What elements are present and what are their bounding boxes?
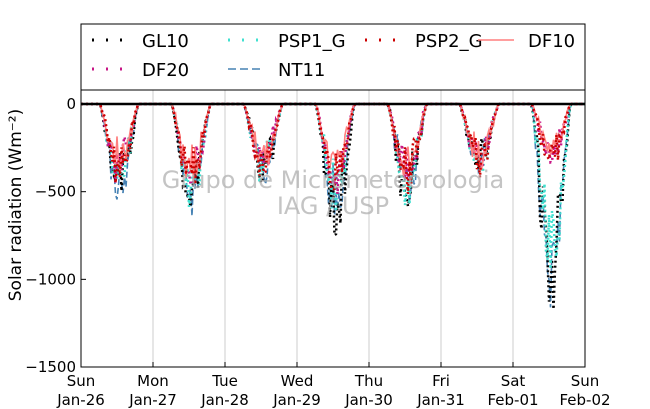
x-tick-label-date: Feb-02	[559, 391, 610, 409]
y-tick-label: −1000	[25, 270, 76, 288]
x-tick-label-date: Feb-01	[487, 391, 538, 409]
y-tick-label: −1500	[25, 358, 76, 376]
legend-label-df10: DF10	[528, 31, 575, 52]
y-tick-label: 0	[66, 95, 76, 113]
watermark-line-1: Grupo de Micrometeorologia	[162, 166, 504, 194]
legend-box	[80, 23, 586, 91]
series-line-psp1_g	[81, 102, 585, 270]
legend: GL10 PSP1_G PSP2_G DF10 DF20 NT11	[92, 31, 575, 81]
x-tick-label-date: Jan-29	[272, 391, 321, 409]
x-tick-label-date: Jan-30	[344, 391, 393, 409]
x-tick-label-day: Sun	[571, 372, 600, 390]
plot-area	[81, 90, 585, 367]
legend-label-df20: DF20	[142, 60, 189, 81]
legend-label-nt11: NT11	[278, 60, 325, 81]
watermark-line-2: IAG / USP	[277, 192, 389, 220]
x-tick-label-date: Jan-28	[200, 391, 249, 409]
legend-label-psp1_g: PSP1_G	[278, 31, 346, 52]
y-axis-label: Solar radiation (Wm⁻²)	[6, 109, 26, 301]
y-tick-label: −500	[35, 183, 76, 201]
legend-label-psp2_g: PSP2_G	[415, 31, 483, 52]
x-tick-label-date: Jan-26	[56, 391, 105, 409]
x-tick-label-day: Fri	[432, 372, 450, 390]
x-tick-label-date: Jan-27	[128, 391, 177, 409]
x-tick-label-day: Thu	[354, 372, 383, 390]
legend-label-gl10: GL10	[142, 31, 189, 52]
x-tick-label-day: Mon	[137, 372, 169, 390]
x-tick-label-day: Tue	[211, 372, 238, 390]
x-tick-label-day: Wed	[281, 372, 314, 390]
vertical-grid	[152, 90, 514, 367]
x-tick-label-date: Jan-31	[416, 391, 465, 409]
x-tick-label-day: Sun	[67, 372, 96, 390]
axes: SunJan-26MonJan-27TueJan-28WedJan-29ThuJ…	[25, 95, 610, 409]
x-tick-label-day: Sat	[501, 372, 526, 390]
